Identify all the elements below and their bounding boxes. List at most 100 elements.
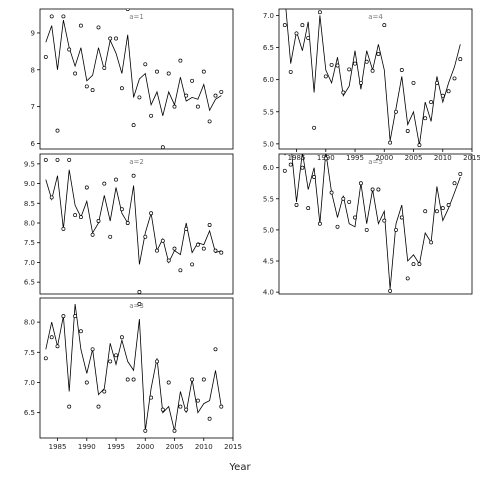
observed-point [429,100,434,105]
observed-point [323,156,328,161]
observed-point [201,377,206,382]
observed-point [184,407,189,412]
x-tick-label: 2015 [463,154,480,162]
plot-area [43,157,224,294]
observed-point [219,89,224,94]
observed-point [423,209,428,214]
observed-point [49,14,54,19]
observed-point [172,104,177,109]
plot-area [282,154,463,293]
panel-frame [39,8,234,150]
observed-point [312,125,317,130]
observed-point [458,57,463,62]
fitted-series-line [45,20,222,116]
observed-point [399,68,404,72]
panel-frame [278,8,473,150]
panel-3: a=3 6.5 7.0 7.5 8.0 1985 1990 1995 2000 2005 2010 2… [24,297,242,451]
observed-point [219,250,224,255]
observed-point [73,213,78,218]
observed-point [96,25,101,30]
observed-point [125,9,130,11]
observed-point [108,359,113,364]
observed-point [347,199,352,204]
observed-point [166,71,171,76]
observed-point [294,203,299,207]
x-tick-label: 1985 [288,154,306,162]
observed-point [67,47,72,52]
observed-point [137,95,142,100]
observed-point [178,404,183,409]
observed-point [90,88,95,93]
observed-point [49,195,54,200]
observed-point [306,206,311,211]
y-tick-label: 8.0 [24,319,35,327]
observed-point [329,190,334,195]
observed-point [323,74,328,79]
observed-point [172,428,177,433]
observed-point [143,428,148,433]
observed-point [166,258,171,263]
y-tick-label: 7.0 [24,259,35,267]
observed-point [353,61,357,66]
observed-point [376,52,381,56]
observed-point [84,185,89,190]
y-tick-label: 7.5 [24,349,35,357]
observed-point [452,181,457,186]
y-tick-label: 9 [31,29,35,37]
observed-point [78,23,83,28]
observed-point [405,276,410,281]
observed-point [213,93,218,98]
observed-point [108,36,113,41]
y-tick-label: 8.5 [24,200,35,208]
panel-label: a=1 [129,13,144,21]
observed-point [55,157,60,162]
observed-point [429,240,434,245]
observed-point [195,242,200,247]
plot-area [43,9,224,149]
observed-point [119,335,124,340]
observed-point [131,173,136,178]
observed-point [61,14,66,19]
observed-point [388,140,393,145]
y-tick-label: 9.5 [24,160,35,168]
observed-point [195,398,200,403]
observed-point [90,347,95,352]
observed-point [399,215,404,220]
observed-point [213,347,218,352]
observed-point [155,248,159,253]
observed-point [282,168,287,173]
observed-point [184,226,189,231]
x-tick-label: 1990 [78,443,96,451]
observed-point [394,109,398,114]
x-tick-label: 2000 [136,443,154,451]
y-tick-label: 6.5 [24,279,35,287]
panel-label: a=4 [368,13,383,21]
observed-point [405,129,410,133]
panel-1: a=1 6 7 8 9 [31,8,234,150]
observed-point [78,215,83,220]
observed-point [43,356,48,361]
observed-point [119,86,124,91]
observed-point [207,416,212,421]
observed-point [288,162,293,167]
observed-point [446,203,451,207]
y-tick-label: 5.5 [263,108,274,116]
observed-point [300,165,305,170]
y-tick-label: 6.0 [263,76,274,84]
observed-point [67,157,72,162]
panel-label: a=5 [368,158,383,166]
panel-label: a=2 [129,158,144,166]
panel-4: a=45.05.56.06.57.01985199019952000200520… [263,8,480,162]
y-tick-label: 4.0 [263,289,274,297]
y-tick-label: 7.5 [24,239,35,247]
observed-point [119,207,124,212]
observed-point [282,23,287,28]
observed-point [388,288,393,293]
observed-point [114,353,118,358]
observed-point [73,314,78,319]
x-tick-label: 2010 [434,154,452,162]
observed-point [61,226,66,231]
observed-point [382,23,387,28]
observed-point [190,78,195,83]
observed-point [131,123,136,128]
